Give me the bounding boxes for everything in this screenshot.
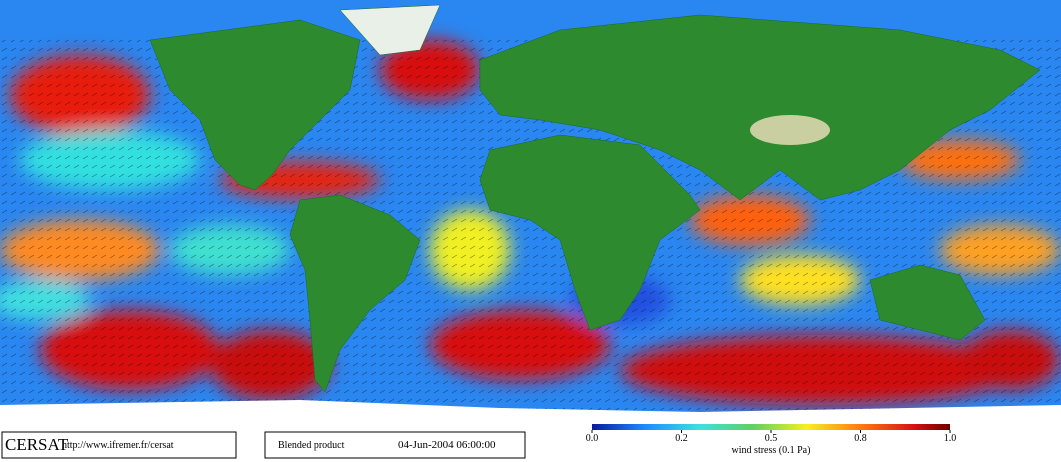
colorbar-tick-label: 0.0: [586, 433, 599, 444]
land: [0, 4, 1061, 430]
colorbar-tick-label: 0.2: [675, 433, 688, 444]
brand-box: [1, 431, 237, 459]
colorbar-label: wind stress (0.1 Pa): [732, 445, 811, 456]
colorbar-tick-label: 0.8: [854, 433, 867, 444]
url: http://www.ifremer.fr/cersat: [62, 440, 174, 451]
product: Blended product: [278, 440, 345, 451]
date: 04-Jun-2004 06:00:00: [398, 439, 496, 451]
colorbar: [592, 424, 950, 430]
product-box: [264, 431, 526, 459]
colorbar-tick-label: 1.0: [944, 433, 957, 444]
brand: CERSAT: [5, 435, 69, 454]
colorbar-tick-label: 0.5: [765, 433, 778, 444]
